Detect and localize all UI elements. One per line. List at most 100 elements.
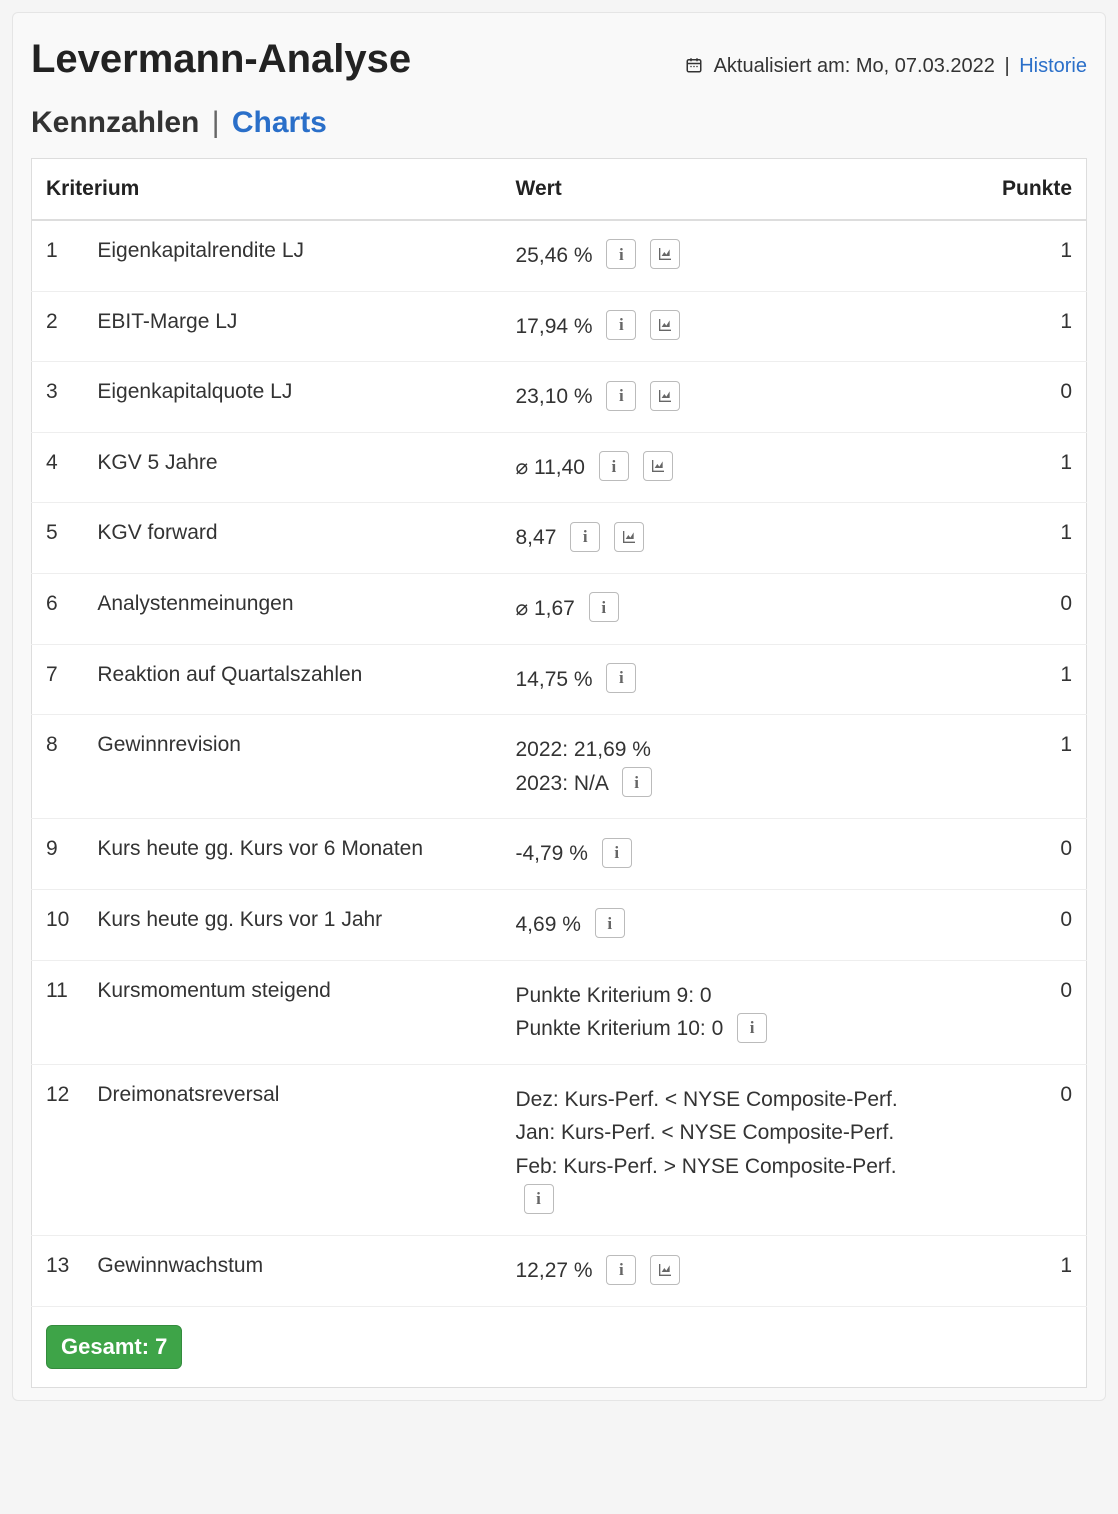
info-icon[interactable]: i bbox=[622, 767, 652, 797]
row-number: 12 bbox=[32, 1064, 84, 1235]
info-icon[interactable]: i bbox=[606, 663, 636, 693]
value-cell: 17,94 % i bbox=[502, 291, 987, 362]
value-line: Feb: Kurs-Perf. > NYSE Composite-Perf. bbox=[516, 1150, 973, 1184]
points-cell: 0 bbox=[987, 362, 1087, 433]
chart-icon[interactable] bbox=[650, 381, 680, 411]
header-row: Levermann-Analyse Aktualisiert am: Mo, 0… bbox=[31, 31, 1087, 100]
info-icon[interactable]: i bbox=[595, 908, 625, 938]
total-badge: Gesamt: 7 bbox=[46, 1325, 182, 1369]
info-icon[interactable]: i bbox=[737, 1013, 767, 1043]
info-icon[interactable]: i bbox=[599, 451, 629, 481]
value-cell: Dez: Kurs-Perf. < NYSE Composite-Perf.Ja… bbox=[502, 1064, 987, 1235]
chart-icon[interactable] bbox=[650, 310, 680, 340]
value-line: Punkte Kriterium 10: 0 i bbox=[516, 1012, 973, 1046]
row-number: 9 bbox=[32, 819, 84, 890]
value-text: 14,75 % bbox=[516, 668, 593, 691]
value-text: 4,69 % bbox=[516, 913, 581, 936]
value-text: -4,79 % bbox=[516, 842, 588, 865]
info-icon[interactable]: i bbox=[602, 838, 632, 868]
levermann-panel: Levermann-Analyse Aktualisiert am: Mo, 0… bbox=[12, 12, 1106, 1401]
points-cell: 0 bbox=[987, 960, 1087, 1064]
points-cell: 0 bbox=[987, 889, 1087, 960]
info-icon[interactable]: i bbox=[606, 310, 636, 340]
col-value: Wert bbox=[502, 159, 987, 221]
row-number: 11 bbox=[32, 960, 84, 1064]
tab-kennzahlen[interactable]: Kennzahlen bbox=[31, 106, 199, 139]
table-row: 12DreimonatsreversalDez: Kurs-Perf. < NY… bbox=[32, 1064, 1087, 1235]
criteria-table: Kriterium Wert Punkte 1Eigenkapitalrendi… bbox=[31, 158, 1087, 1388]
points-cell: 1 bbox=[987, 644, 1087, 715]
info-icon[interactable]: i bbox=[589, 592, 619, 622]
value-cell: 4,69 % i bbox=[502, 889, 987, 960]
criterion-name: KGV 5 Jahre bbox=[83, 432, 501, 503]
info-icon[interactable]: i bbox=[606, 381, 636, 411]
points-cell: 1 bbox=[987, 291, 1087, 362]
info-icon[interactable]: i bbox=[606, 1255, 636, 1285]
points-cell: 1 bbox=[987, 715, 1087, 819]
row-number: 1 bbox=[32, 220, 84, 291]
value-cell: 23,10 % i bbox=[502, 362, 987, 433]
criterion-name: EBIT-Marge LJ bbox=[83, 291, 501, 362]
points-cell: 0 bbox=[987, 573, 1087, 644]
table-row: 13Gewinnwachstum12,27 % i 1 bbox=[32, 1236, 1087, 1307]
table-row: 10Kurs heute gg. Kurs vor 1 Jahr4,69 % i… bbox=[32, 889, 1087, 960]
total-value: 7 bbox=[155, 1334, 167, 1359]
tab-charts[interactable]: Charts bbox=[232, 106, 327, 139]
value-text: 12,27 % bbox=[516, 1259, 593, 1282]
criterion-name: Kurs heute gg. Kurs vor 6 Monaten bbox=[83, 819, 501, 890]
row-number: 2 bbox=[32, 291, 84, 362]
table-row: 4KGV 5 Jahre⌀ 11,40 i 1 bbox=[32, 432, 1087, 503]
chart-icon[interactable] bbox=[614, 522, 644, 552]
criterion-name: Eigenkapitalrendite LJ bbox=[83, 220, 501, 291]
table-row: 8Gewinnrevision2022: 21,69 %2023: N/A i1 bbox=[32, 715, 1087, 819]
row-number: 5 bbox=[32, 503, 84, 574]
row-number: 13 bbox=[32, 1236, 84, 1307]
value-text: 25,46 % bbox=[516, 244, 593, 267]
tabs: Kennzahlen | Charts bbox=[31, 106, 1087, 140]
row-number: 7 bbox=[32, 644, 84, 715]
value-line: 2022: 21,69 % bbox=[516, 733, 973, 767]
info-icon[interactable]: i bbox=[606, 239, 636, 269]
col-points: Punkte bbox=[987, 159, 1087, 221]
value-text: 23,10 % bbox=[516, 385, 593, 408]
value-text: 17,94 % bbox=[516, 315, 593, 338]
value-cell: -4,79 % i bbox=[502, 819, 987, 890]
table-row: 6Analystenmeinungen ⌀ 1,67 i 0 bbox=[32, 573, 1087, 644]
criterion-name: Reaktion auf Quartalszahlen bbox=[83, 644, 501, 715]
page-title: Levermann-Analyse bbox=[31, 37, 411, 82]
row-number: 8 bbox=[32, 715, 84, 819]
chart-icon[interactable] bbox=[643, 451, 673, 481]
value-cell: 25,46 % i bbox=[502, 220, 987, 291]
total-label: Gesamt: bbox=[61, 1334, 149, 1359]
criterion-name: Eigenkapitalquote LJ bbox=[83, 362, 501, 433]
value-text: ⌀ 11,40 bbox=[516, 456, 585, 479]
criterion-name: Kurs heute gg. Kurs vor 1 Jahr bbox=[83, 889, 501, 960]
points-cell: 1 bbox=[987, 503, 1087, 574]
table-header-row: Kriterium Wert Punkte bbox=[32, 159, 1087, 221]
criterion-name: Gewinnrevision bbox=[83, 715, 501, 819]
col-criterion: Kriterium bbox=[32, 159, 502, 221]
criterion-name: Kursmomentum steigend bbox=[83, 960, 501, 1064]
table-row: 7Reaktion auf Quartalszahlen 14,75 % i 1 bbox=[32, 644, 1087, 715]
row-number: 4 bbox=[32, 432, 84, 503]
history-link[interactable]: Historie bbox=[1019, 55, 1087, 77]
value-text: ⌀ 1,67 bbox=[516, 597, 575, 620]
points-cell: 0 bbox=[987, 1064, 1087, 1235]
criterion-name: Dreimonatsreversal bbox=[83, 1064, 501, 1235]
criterion-name: Analystenmeinungen bbox=[83, 573, 501, 644]
row-number: 6 bbox=[32, 573, 84, 644]
value-cell: 8,47 i bbox=[502, 503, 987, 574]
chart-icon[interactable] bbox=[650, 1255, 680, 1285]
value-cell: ⌀ 11,40 i bbox=[502, 432, 987, 503]
table-row: 9Kurs heute gg. Kurs vor 6 Monaten-4,79 … bbox=[32, 819, 1087, 890]
row-number: 10 bbox=[32, 889, 84, 960]
meta-separator: | bbox=[1004, 55, 1009, 77]
info-icon[interactable]: i bbox=[524, 1184, 554, 1214]
tab-separator: | bbox=[212, 106, 220, 139]
table-row: 11Kursmomentum steigend Punkte Kriterium … bbox=[32, 960, 1087, 1064]
chart-icon[interactable] bbox=[650, 239, 680, 269]
points-cell: 0 bbox=[987, 819, 1087, 890]
table-row: 3Eigenkapitalquote LJ23,10 % i 0 bbox=[32, 362, 1087, 433]
value-line: Punkte Kriterium 9: 0 bbox=[516, 979, 973, 1013]
info-icon[interactable]: i bbox=[570, 522, 600, 552]
